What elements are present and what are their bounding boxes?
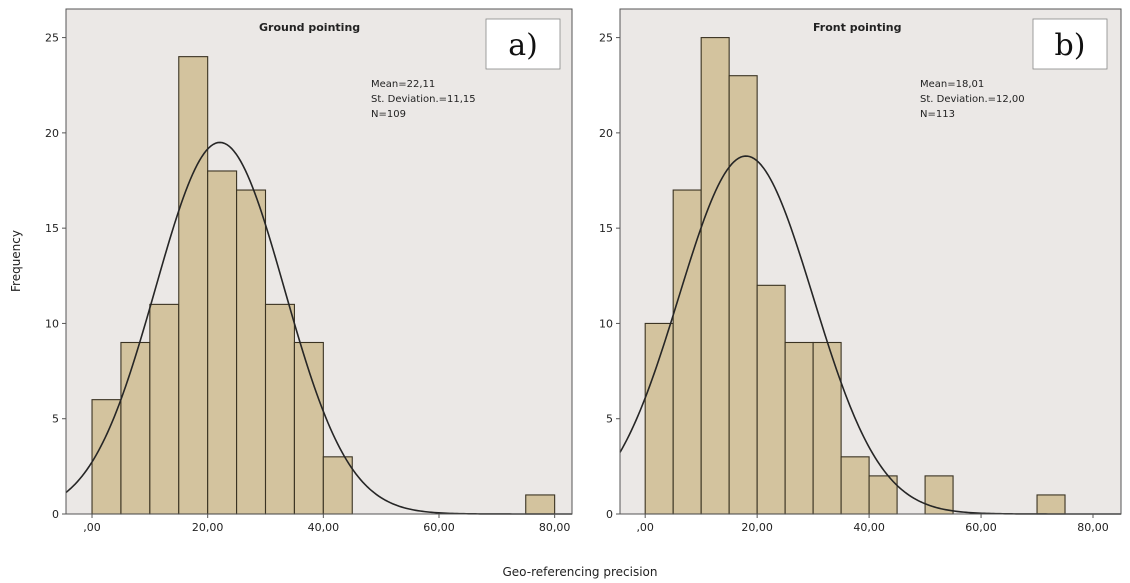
histogram-bar bbox=[525, 494, 556, 515]
panel-label-box bbox=[485, 18, 561, 70]
x-axis-label: Geo-referencing precision bbox=[503, 565, 658, 579]
histogram-bar bbox=[207, 170, 238, 515]
chart-title: Front pointing bbox=[813, 21, 901, 34]
histogram-bar bbox=[756, 284, 786, 515]
plot-frame bbox=[65, 8, 573, 515]
histogram-bar bbox=[672, 189, 702, 515]
histogram-bar bbox=[700, 37, 730, 515]
histogram-bar bbox=[784, 341, 814, 515]
histogram-bar bbox=[728, 75, 758, 515]
panel-label: a) bbox=[508, 28, 538, 63]
x-tick-label: 60,00 bbox=[423, 521, 455, 534]
histogram-bar bbox=[840, 456, 870, 515]
histogram-bar bbox=[264, 303, 295, 515]
x-tick-label: 60,00 bbox=[965, 521, 997, 534]
histogram-bar bbox=[120, 341, 151, 515]
stat-line: St. Deviation.=12,00 bbox=[920, 94, 1025, 105]
y-tick-label: 5 bbox=[52, 413, 59, 426]
y-tick-label: 15 bbox=[45, 222, 59, 235]
y-tick-label: 10 bbox=[599, 317, 613, 330]
histogram-bar bbox=[236, 189, 267, 515]
stat-line: Mean=22,11 bbox=[371, 79, 435, 90]
y-tick-label: 20 bbox=[45, 127, 59, 140]
panel-label-box bbox=[1032, 18, 1108, 70]
y-tick-label: 0 bbox=[52, 508, 59, 521]
y-tick-label: 25 bbox=[599, 32, 613, 45]
stat-line: N=113 bbox=[920, 109, 955, 120]
histogram-bar bbox=[644, 322, 674, 515]
histogram-bar bbox=[91, 399, 122, 515]
plot-frame bbox=[619, 8, 1122, 515]
stat-line: N=109 bbox=[371, 109, 406, 120]
x-tick-label: 40,00 bbox=[308, 521, 340, 534]
x-tick-label: ,00 bbox=[636, 521, 654, 534]
x-tick-label: 80,00 bbox=[1077, 521, 1109, 534]
histogram-bar bbox=[812, 341, 842, 515]
x-tick-label: 20,00 bbox=[741, 521, 773, 534]
y-tick-label: 20 bbox=[599, 127, 613, 140]
histogram-bar bbox=[149, 303, 180, 515]
y-tick-label: 10 bbox=[45, 317, 59, 330]
x-tick-label: 80,00 bbox=[539, 521, 571, 534]
panel-front-pointing: 0 5 10 15 20 25 ,00 20,00 40,00 60,00 80,00 Front p… bbox=[599, 8, 1122, 534]
histogram-bar bbox=[1036, 494, 1066, 515]
y-tick-label: 15 bbox=[599, 222, 613, 235]
panel-label: b) bbox=[1055, 28, 1086, 63]
y-axis-label: Frequency bbox=[9, 230, 23, 292]
y-tick-label: 25 bbox=[45, 32, 59, 45]
panel-ground-pointing: 0 5 10 15 20 25 ,00 20,00 40,00 60,00 80,00 Ground … bbox=[45, 8, 573, 534]
x-tick-label: ,00 bbox=[83, 521, 101, 534]
stat-line: Mean=18,01 bbox=[920, 79, 984, 90]
stat-line: St. Deviation.=11,15 bbox=[371, 94, 476, 105]
x-tick-label: 40,00 bbox=[853, 521, 885, 534]
y-tick-label: 0 bbox=[606, 508, 613, 521]
chart-title: Ground pointing bbox=[259, 21, 360, 34]
y-tick-label: 5 bbox=[606, 413, 613, 426]
histogram-bar bbox=[178, 56, 209, 515]
histogram-bar bbox=[868, 475, 898, 515]
histogram-bar bbox=[322, 456, 353, 515]
x-tick-label: 20,00 bbox=[192, 521, 224, 534]
histogram-bar bbox=[924, 475, 954, 515]
